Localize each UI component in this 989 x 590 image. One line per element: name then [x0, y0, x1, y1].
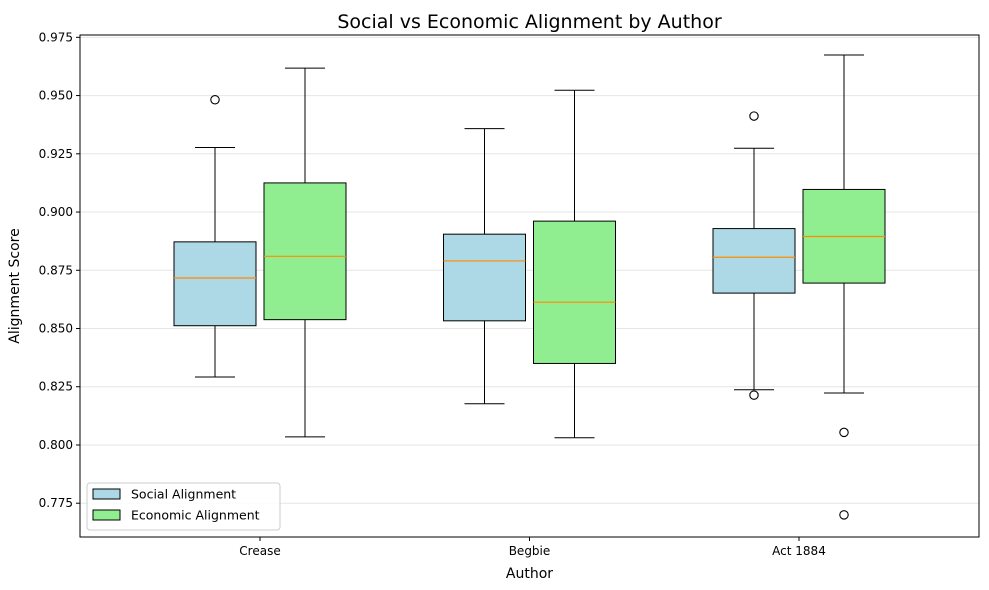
outlier-point — [839, 510, 849, 520]
box-social-alignment-crease — [173, 95, 257, 378]
chart-title: Social vs Economic Alignment by Author — [337, 11, 721, 33]
y-tick-label: 0.850 — [39, 322, 73, 336]
y-tick-label: 0.950 — [39, 89, 73, 103]
outlier-point — [749, 390, 759, 400]
y-tick-label: 0.875 — [39, 263, 73, 277]
y-tick-label: 0.775 — [39, 496, 73, 510]
box-economic-alignment-act-1884 — [802, 54, 886, 520]
outlier-point — [210, 95, 220, 105]
x-tick-label: Crease — [239, 544, 280, 558]
x-axis-label: Author — [506, 566, 553, 582]
y-tick-label: 0.800 — [39, 438, 73, 452]
y-tick-label: 0.900 — [39, 205, 73, 219]
y-axis-label: Alignment Score — [7, 228, 23, 343]
iqr-box — [533, 220, 616, 364]
box-layer — [173, 54, 886, 520]
x-tick-label: Begbie — [509, 544, 551, 558]
iqr-box — [443, 233, 526, 322]
iqr-box — [173, 241, 257, 327]
box-social-alignment-act-1884 — [712, 111, 796, 400]
box-economic-alignment-begbie — [533, 89, 616, 439]
y-tick-label: 0.825 — [39, 380, 73, 394]
box-economic-alignment-crease — [263, 67, 347, 438]
outlier-point — [749, 111, 759, 121]
x-tick-label: Act 1884 — [772, 544, 826, 558]
legend: Social Alignment Economic Alignment — [86, 482, 281, 531]
legend-swatch-social — [92, 488, 121, 500]
x-axis-ticks: Crease Begbie Act 1884 — [239, 537, 826, 558]
y-tick-label: 0.925 — [39, 147, 73, 161]
legend-label-economic: Economic Alignment — [131, 508, 260, 523]
y-tick-label: 0.975 — [39, 30, 73, 44]
legend-label-social: Social Alignment — [131, 487, 236, 502]
box-social-alignment-begbie — [443, 128, 526, 405]
y-axis-ticks: 0.775 0.800 0.825 0.850 0.875 0.900 0.925 0.950… — [39, 30, 80, 510]
iqr-box — [263, 182, 347, 321]
legend-swatch-economic — [92, 509, 121, 521]
iqr-box — [712, 228, 796, 294]
legend-frame — [86, 482, 281, 531]
outlier-point — [839, 427, 849, 438]
